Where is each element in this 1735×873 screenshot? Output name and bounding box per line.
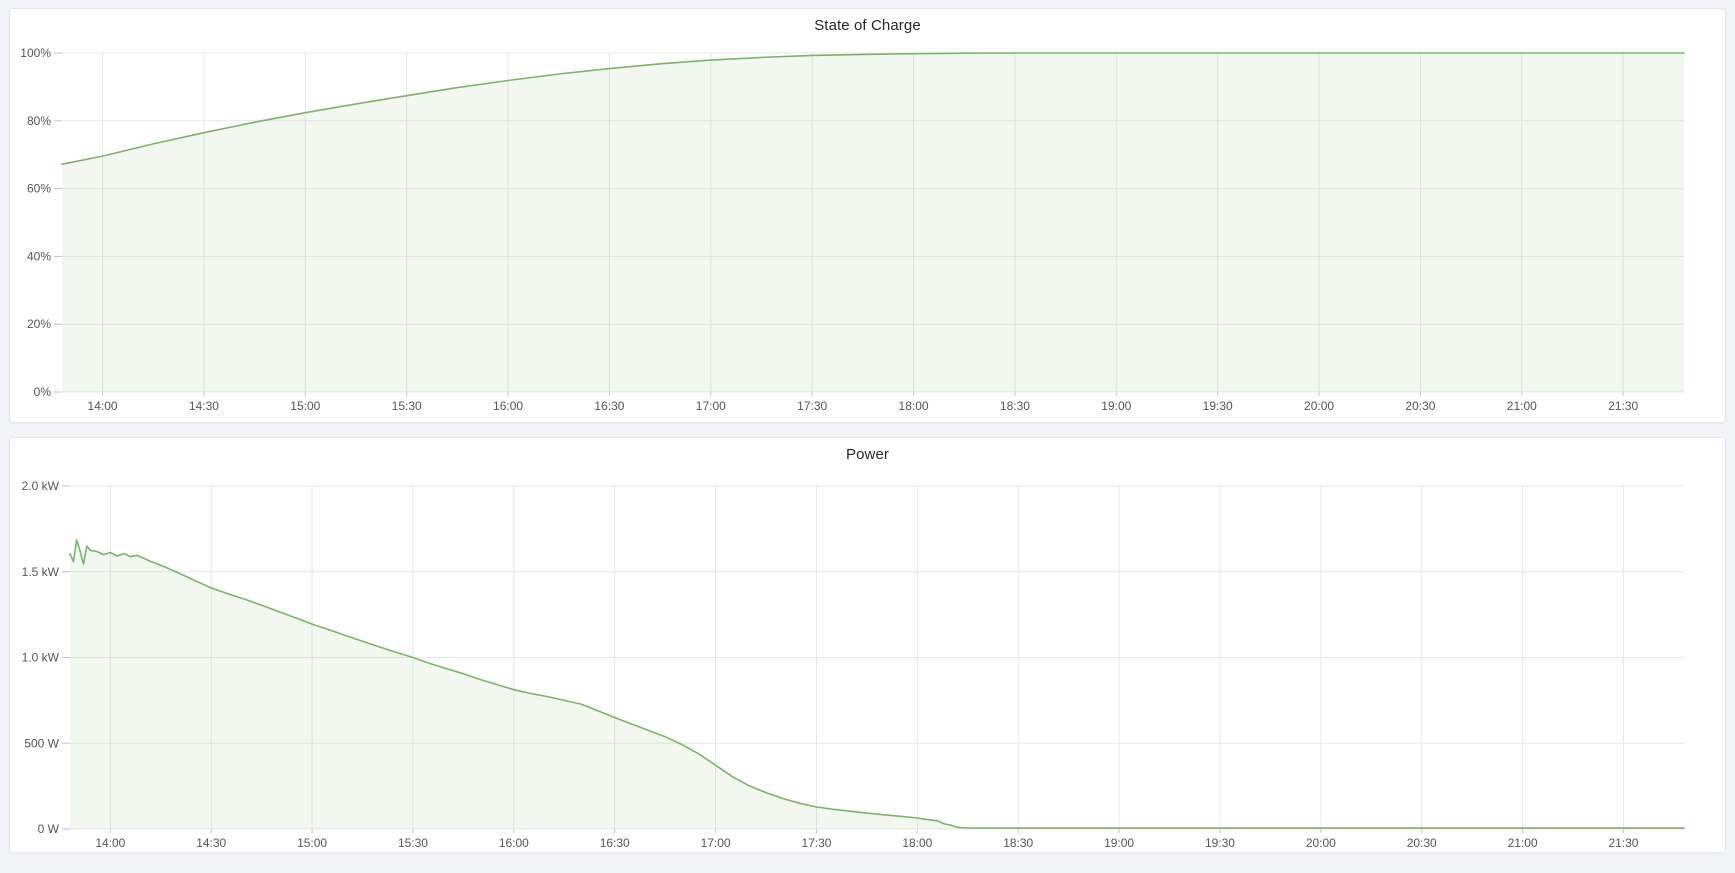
svg-text:2.0 kW: 2.0 kW [22,479,60,493]
svg-text:80%: 80% [27,114,51,128]
svg-text:15:00: 15:00 [297,836,327,850]
svg-text:17:00: 17:00 [696,399,726,413]
svg-text:0%: 0% [34,385,52,399]
svg-text:15:30: 15:30 [398,836,428,850]
svg-text:40%: 40% [27,249,51,263]
svg-text:14:00: 14:00 [88,399,118,413]
svg-text:19:00: 19:00 [1104,836,1134,850]
svg-text:16:30: 16:30 [594,399,624,413]
svg-text:0 W: 0 W [38,822,60,836]
svg-text:16:00: 16:00 [493,399,523,413]
svg-text:14:30: 14:30 [196,836,226,850]
svg-text:21:00: 21:00 [1508,836,1538,850]
svg-text:21:30: 21:30 [1608,836,1638,850]
svg-text:20:30: 20:30 [1405,399,1435,413]
panel-title-state-of-charge[interactable]: State of Charge [814,16,921,34]
svg-text:15:30: 15:30 [392,399,422,413]
svg-text:15:00: 15:00 [290,399,320,413]
svg-text:14:00: 14:00 [95,836,125,850]
svg-text:18:30: 18:30 [1000,399,1030,413]
panel-title-power[interactable]: Power [845,445,890,463]
svg-text:20:30: 20:30 [1407,836,1437,850]
svg-text:1.0 kW: 1.0 kW [22,651,60,665]
svg-text:18:00: 18:00 [902,836,932,850]
svg-text:17:30: 17:30 [797,399,827,413]
svg-text:18:30: 18:30 [1003,836,1033,850]
state-of-charge-chart[interactable]: 14:00 14:30 15:00 15:30 16:00 16:30 17:00 17:30… [10,9,1725,422]
svg-text:21:30: 21:30 [1608,399,1638,413]
svg-text:20%: 20% [27,317,51,331]
svg-text:500 W: 500 W [24,736,59,750]
svg-text:1.5 kW: 1.5 kW [22,565,60,579]
svg-text:14:30: 14:30 [189,399,219,413]
panel-power: Power 14:00 14:30 15:00 15:30 16:00 16:30 17:0… [9,437,1726,853]
svg-text:18:00: 18:00 [899,399,929,413]
svg-text:19:00: 19:00 [1101,399,1131,413]
svg-text:60%: 60% [27,182,51,196]
svg-text:21:00: 21:00 [1507,399,1537,413]
svg-text:100%: 100% [20,46,51,60]
power-chart[interactable]: 14:00 14:30 15:00 15:30 16:00 16:30 17:00 17:30… [10,438,1725,852]
svg-text:20:00: 20:00 [1304,399,1334,413]
svg-text:16:00: 16:00 [499,836,529,850]
svg-text:16:30: 16:30 [600,836,630,850]
svg-text:19:30: 19:30 [1203,399,1233,413]
svg-text:17:00: 17:00 [701,836,731,850]
panel-state-of-charge: State of Charge 14:00 14:30 15:00 15:30 16:0… [9,8,1726,423]
svg-text:19:30: 19:30 [1205,836,1235,850]
svg-text:20:00: 20:00 [1306,836,1336,850]
svg-text:17:30: 17:30 [801,836,831,850]
